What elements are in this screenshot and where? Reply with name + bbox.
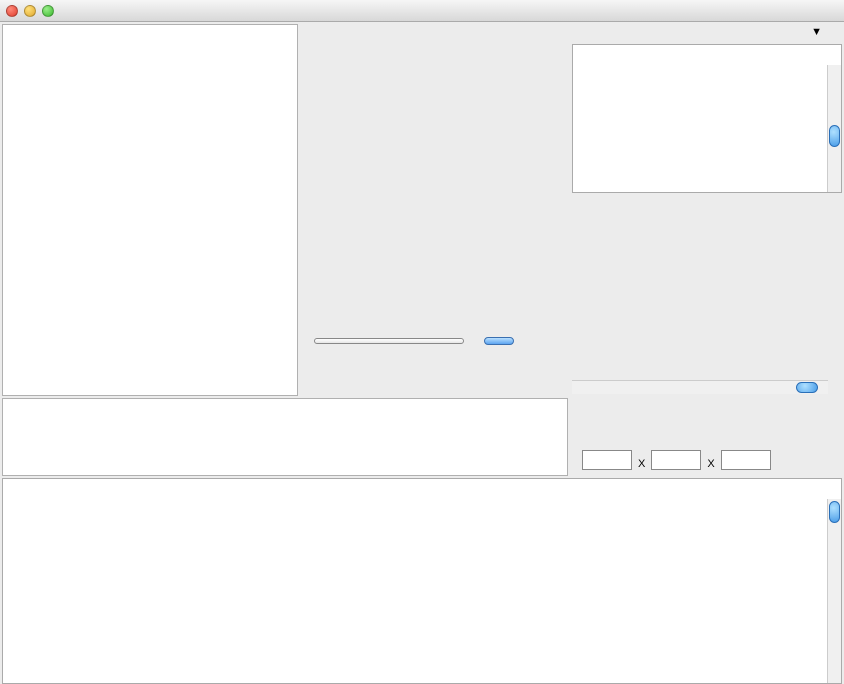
enlarge-length-input[interactable] xyxy=(582,450,632,470)
scrollbar[interactable] xyxy=(827,499,841,683)
enlarge-height-input[interactable] xyxy=(721,450,771,470)
pallet-3d-view xyxy=(304,38,564,328)
go-button[interactable] xyxy=(484,337,514,345)
enlarge-controls: X X xyxy=(570,398,844,478)
minimize-icon[interactable] xyxy=(24,5,36,17)
zoom-icon[interactable] xyxy=(42,5,54,17)
enlarge-width-input[interactable] xyxy=(651,450,701,470)
cases-table[interactable] xyxy=(572,44,842,193)
cases-panel: ▼ xyxy=(570,22,844,398)
expand-icon[interactable]: ▼ xyxy=(811,26,822,38)
close-icon[interactable] xyxy=(6,5,18,17)
scroll-thumb[interactable] xyxy=(829,501,840,523)
load-dimensions-panel xyxy=(2,398,568,476)
case-3d-view xyxy=(572,193,842,396)
h-scroll-thumb[interactable] xyxy=(796,382,818,393)
window-controls xyxy=(6,5,54,17)
info-panel xyxy=(2,24,298,396)
pallet-panel xyxy=(300,22,570,398)
h-scrollbar[interactable] xyxy=(572,380,828,394)
scrollbar[interactable] xyxy=(827,65,841,192)
titlebar xyxy=(0,0,844,22)
scroll-thumb[interactable] xyxy=(829,125,840,147)
solutions-table[interactable] xyxy=(2,478,842,684)
optimize-select[interactable] xyxy=(314,338,464,344)
